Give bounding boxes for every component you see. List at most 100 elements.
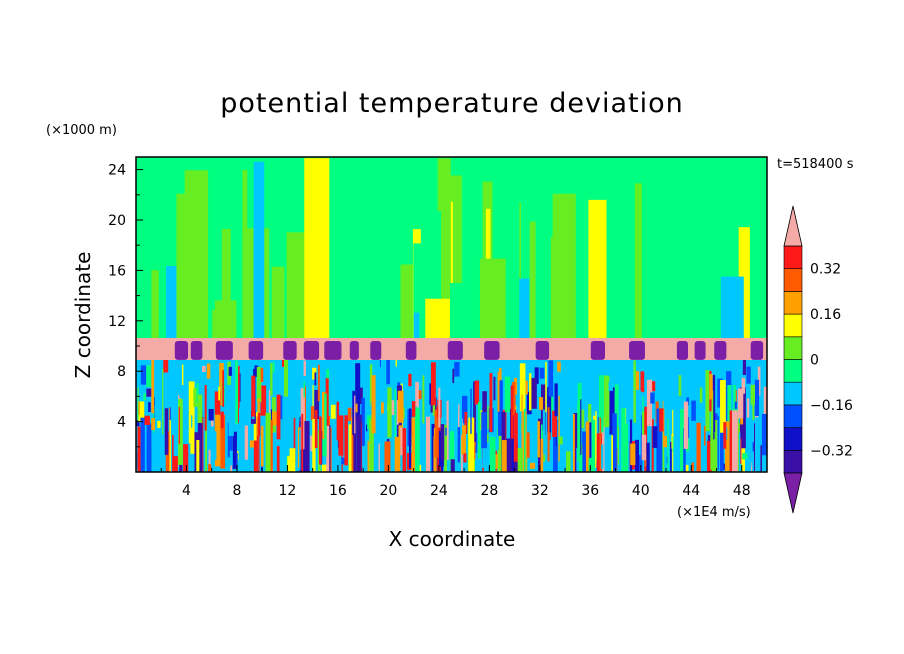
convective-streak: [220, 411, 224, 428]
convective-streak: [585, 421, 590, 472]
convective-streak: [452, 400, 459, 410]
convective-streak: [258, 412, 261, 437]
upper-band: [505, 171, 520, 340]
convective-streak: [235, 360, 239, 425]
convective-streak: [379, 359, 381, 368]
convective-streak: [371, 375, 376, 434]
convective-streak: [542, 409, 545, 455]
convective-streak: [219, 362, 224, 406]
convective-streak: [708, 446, 711, 463]
convective-streak: [678, 375, 682, 397]
colorbar-segment: [783, 245, 803, 270]
convective-streak: [603, 375, 610, 428]
convective-streak: [727, 385, 732, 434]
x-tick-label: 44: [682, 483, 700, 499]
convective-streak: [318, 416, 322, 465]
convective-streak: [356, 414, 362, 472]
convective-streak: [434, 409, 439, 458]
convective-streak: [330, 404, 336, 419]
convective-streak: [148, 402, 151, 412]
plot-frame: [135, 156, 768, 473]
upper-band: [151, 270, 159, 340]
convective-streak: [557, 422, 563, 445]
convective-streak: [710, 411, 714, 470]
x-tick-label: 40: [632, 483, 650, 499]
convective-streak: [604, 429, 607, 472]
convective-streak: [377, 380, 383, 412]
convective-streak: [188, 381, 195, 444]
convective-streak: [276, 394, 281, 440]
convective-streak: [228, 416, 234, 437]
convective-streak: [548, 360, 554, 397]
cold-pocket: [484, 340, 500, 360]
convective-streak: [705, 370, 710, 432]
convective-streak: [236, 453, 238, 471]
convective-streak: [411, 401, 416, 417]
convective-streak: [608, 381, 613, 391]
cold-pocket: [324, 340, 342, 360]
convective-streak: [156, 389, 158, 447]
convective-streak: [253, 440, 259, 472]
convective-streak: [204, 384, 207, 431]
colorbar-label: −0.16: [810, 398, 853, 414]
convective-streak: [537, 421, 540, 458]
convective-streak: [746, 398, 750, 418]
convective-streak: [197, 410, 203, 472]
convective-streak: [461, 425, 466, 455]
convective-streak: [649, 381, 656, 392]
convective-streak: [396, 400, 399, 425]
convective-streak: [687, 405, 692, 417]
convective-streak: [220, 414, 226, 469]
contour-field: [136, 157, 767, 472]
convective-streak: [314, 409, 318, 449]
convective-streak: [173, 392, 179, 457]
upper-band: [271, 266, 285, 340]
convective-streak: [249, 440, 256, 448]
convective-streak: [400, 427, 403, 456]
convective-streak: [181, 364, 184, 386]
convective-streak: [206, 363, 211, 379]
convective-streak: [578, 454, 583, 472]
upper-band: [634, 183, 642, 340]
convective-streak: [253, 412, 260, 450]
convective-streak: [454, 361, 460, 377]
convective-streak: [140, 365, 147, 385]
cold-pocket: [629, 340, 645, 360]
chart-title: potential temperature deviation: [220, 88, 683, 119]
convective-streak: [208, 409, 214, 421]
convective-streak: [214, 414, 221, 467]
upper-band: [553, 302, 569, 340]
convective-streak: [623, 423, 629, 472]
convective-streak: [143, 393, 147, 401]
convective-streak: [287, 456, 291, 472]
convective-streak: [599, 417, 602, 472]
convective-streak: [729, 410, 733, 472]
x-axis-label: X coordinate: [389, 527, 516, 551]
convective-streak: [369, 419, 374, 472]
convective-streak: [268, 389, 271, 432]
convective-streak: [193, 387, 199, 407]
upper-band: [425, 298, 451, 340]
convective-streak: [440, 424, 445, 461]
convective-streak: [468, 417, 475, 472]
convective-streak: [350, 417, 353, 471]
convective-streak: [146, 365, 152, 387]
convective-streak: [446, 400, 449, 461]
convective-streak: [244, 425, 249, 460]
colorbar-label: 0.32: [810, 262, 841, 278]
convective-streak: [763, 386, 767, 428]
x-tick-label: 28: [480, 483, 498, 499]
convective-streak: [190, 432, 196, 454]
convective-streak: [430, 362, 436, 406]
convective-streak: [652, 426, 658, 448]
convective-streak: [487, 406, 489, 430]
convective-streak: [438, 387, 441, 428]
convective-streak: [183, 444, 189, 472]
convective-streak: [517, 448, 523, 472]
convective-streak: [636, 390, 642, 434]
convective-streak: [593, 389, 596, 416]
convective-streak: [457, 427, 461, 463]
upper-band: [166, 265, 180, 340]
convective-streak: [191, 415, 193, 428]
upper-band: [184, 170, 209, 340]
